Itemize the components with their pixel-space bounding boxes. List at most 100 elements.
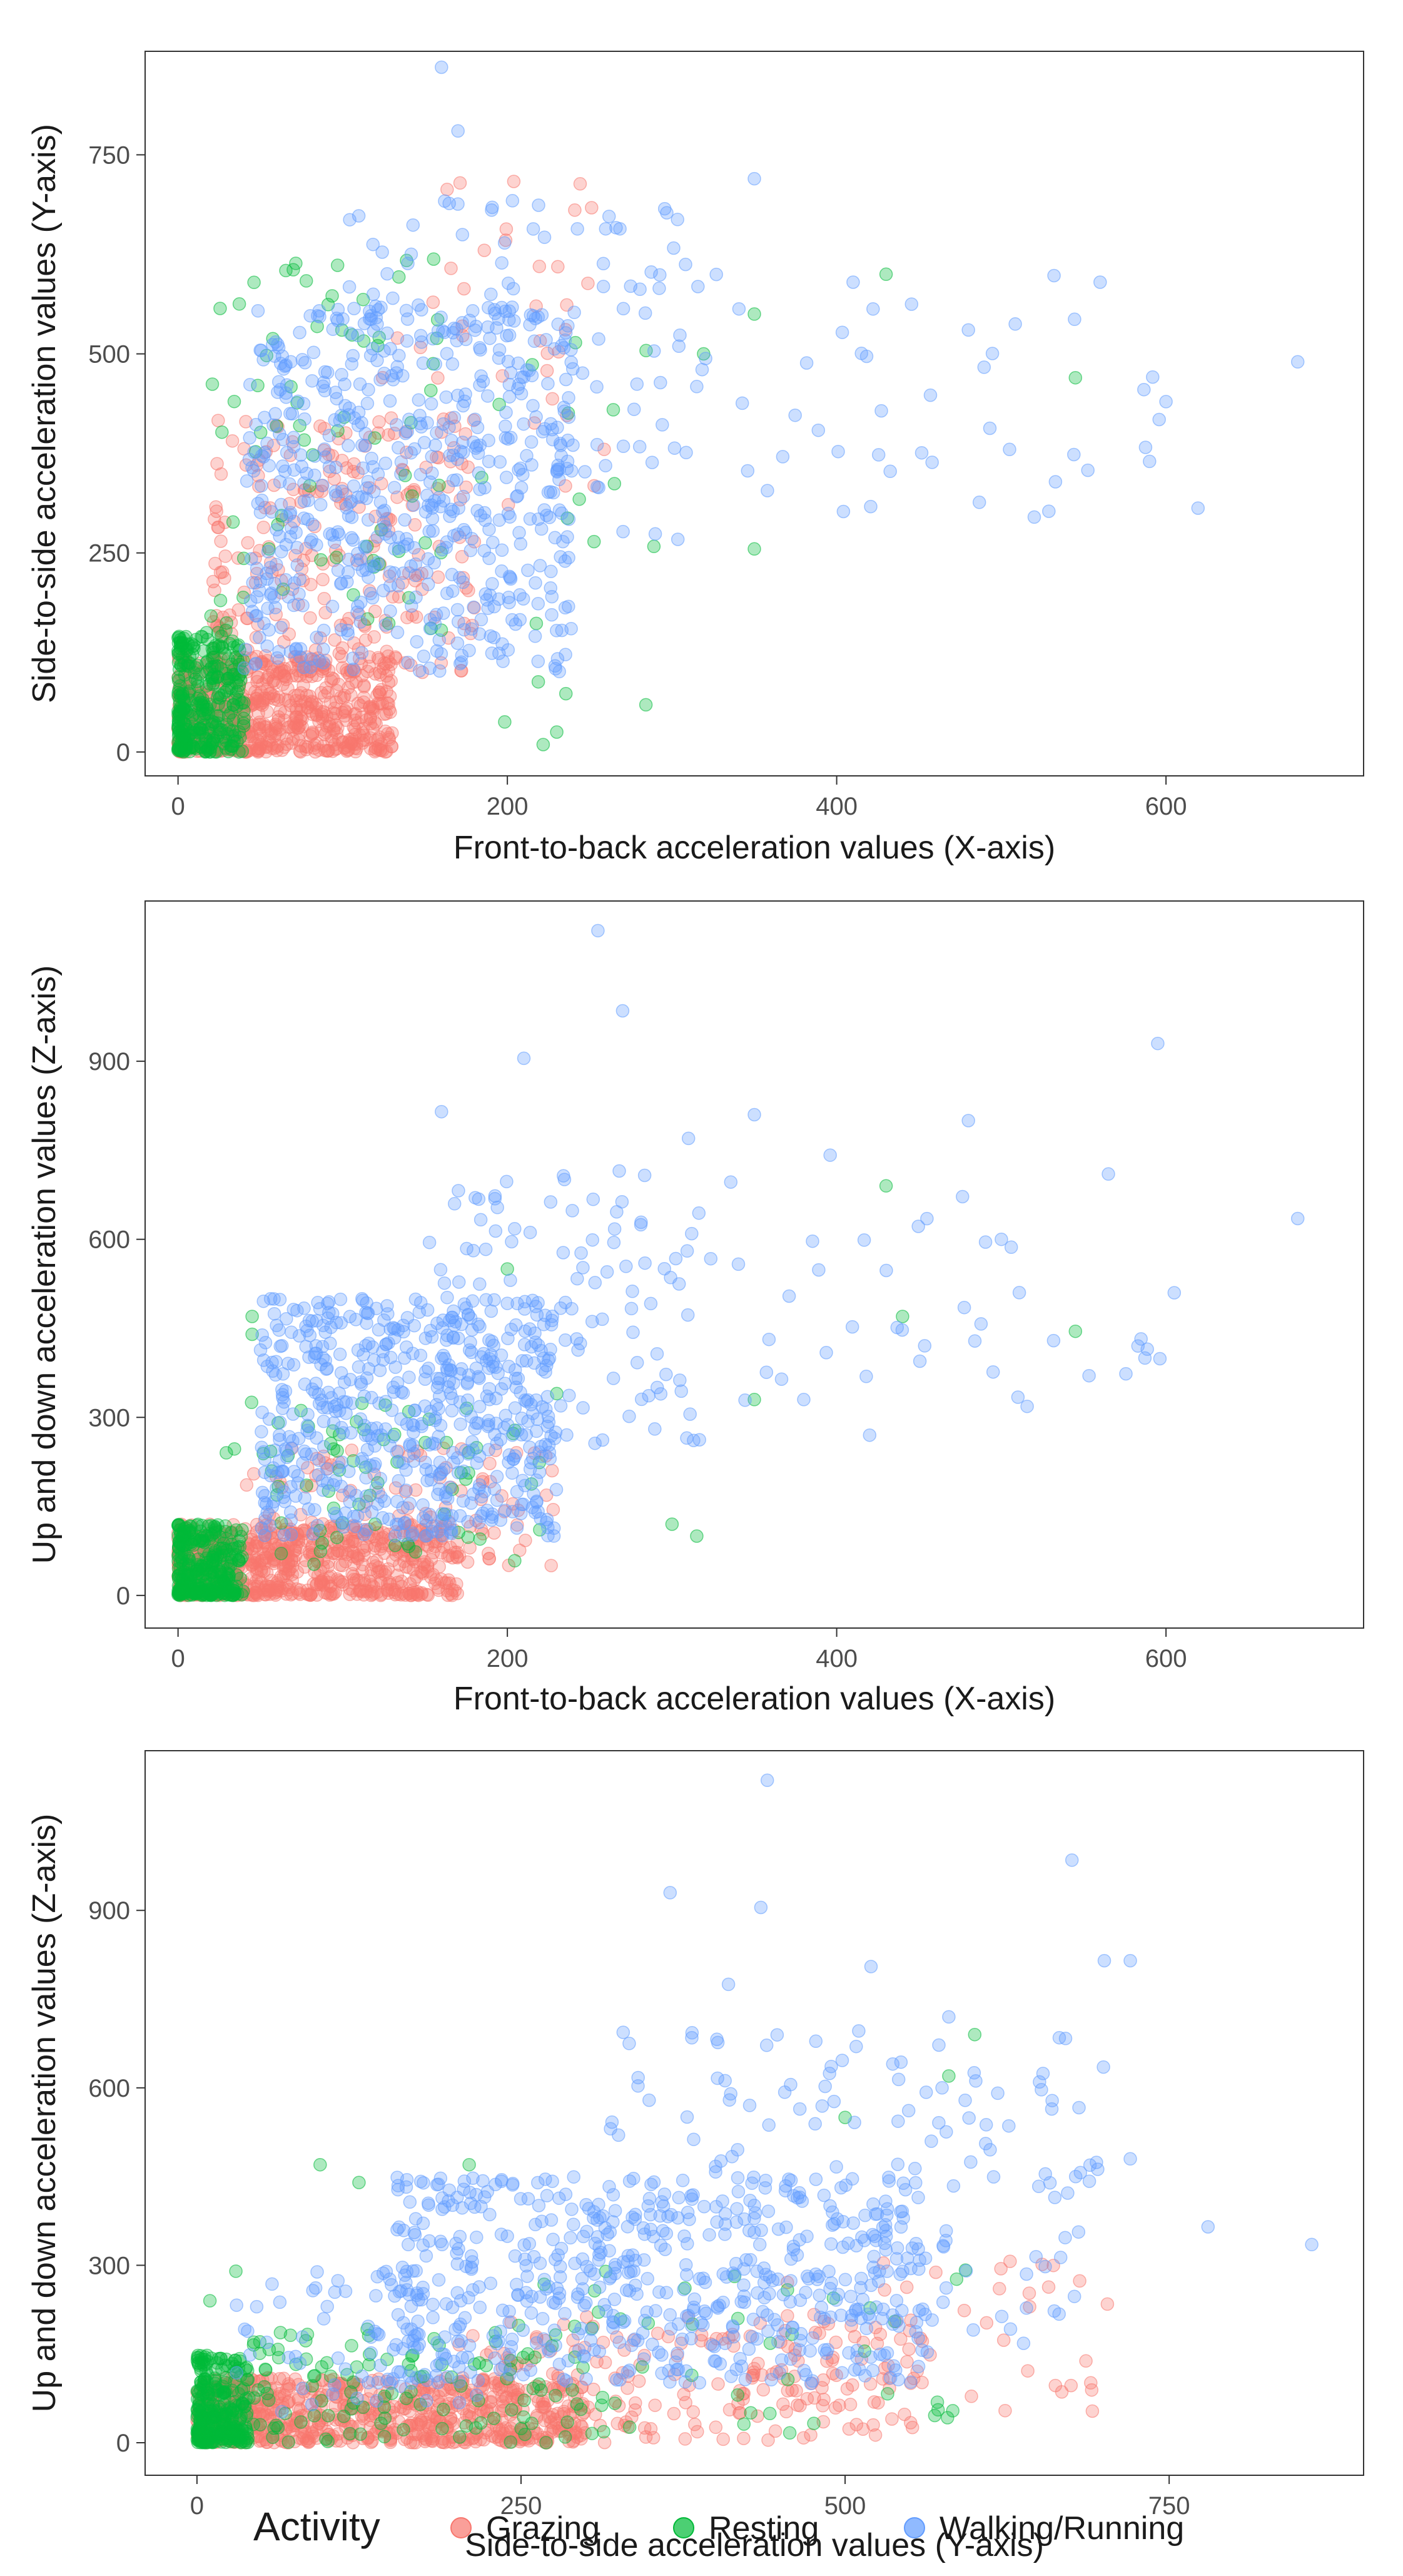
data-point (362, 659, 376, 673)
data-point (819, 1346, 833, 1360)
data-point (293, 325, 306, 340)
data-point (487, 1526, 501, 1540)
data-point (513, 613, 527, 627)
data-point (408, 568, 422, 583)
data-point (428, 438, 442, 452)
data-point (554, 550, 567, 564)
data-point (667, 2406, 681, 2421)
data-point (294, 710, 308, 724)
data-point (394, 467, 408, 481)
data-point (376, 505, 390, 519)
data-point (525, 458, 539, 472)
data-point (356, 721, 370, 736)
data-point (342, 401, 357, 415)
data-point (383, 604, 397, 618)
data-point (466, 1244, 480, 1258)
data-point (1020, 1399, 1034, 1413)
data-point (554, 1399, 568, 1413)
data-point (699, 352, 712, 365)
data-point (659, 1367, 673, 1382)
data-point (626, 1325, 640, 1340)
data-point (317, 1440, 331, 1454)
data-point (859, 1370, 873, 1383)
data-point (273, 475, 287, 489)
data-point (364, 308, 378, 323)
data-point (270, 651, 285, 665)
data-point (538, 422, 552, 436)
data-point (397, 1325, 410, 1339)
data-point (685, 1226, 699, 1241)
data-point (271, 340, 286, 355)
data-point (412, 393, 426, 407)
data-point (731, 1257, 746, 1271)
data-point (505, 1505, 520, 1519)
data-point (267, 1306, 281, 1321)
data-point (716, 2432, 730, 2446)
data-point (648, 527, 662, 541)
data-point (347, 479, 361, 493)
data-point (328, 1474, 343, 1487)
data-point (504, 1273, 517, 1287)
data-point (479, 1242, 493, 1256)
data-point (642, 1388, 656, 1403)
y-tick-label: 0 (116, 739, 130, 766)
data-point (704, 1251, 718, 1266)
data-point (346, 533, 360, 547)
data-point (657, 1261, 671, 1276)
data-point (472, 466, 486, 480)
data-point (418, 536, 432, 550)
data-point (273, 382, 287, 397)
data-point (255, 1425, 268, 1438)
data-point (619, 1260, 633, 1273)
data-point (345, 1396, 359, 1410)
data-point (490, 1470, 504, 1484)
data-point (421, 578, 435, 591)
data-point (392, 1474, 406, 1488)
data-point (421, 552, 435, 566)
data-point (225, 634, 240, 648)
data-point (377, 1313, 391, 1327)
data-point (517, 1051, 531, 1066)
data-point (904, 297, 919, 311)
data-point (417, 649, 431, 663)
data-point (445, 434, 458, 447)
data-point (433, 1467, 448, 1480)
data-point (481, 320, 495, 334)
data-point (359, 1471, 373, 1485)
x-tick-label: 200 (487, 793, 529, 820)
data-point (638, 306, 652, 320)
data-point (342, 552, 356, 566)
data-point (482, 434, 495, 447)
data-point (428, 357, 442, 371)
data-point (974, 1317, 988, 1331)
data-point (487, 303, 502, 317)
data-point (911, 1219, 925, 1233)
data-point (252, 722, 266, 736)
data-point (879, 267, 893, 282)
data-point (871, 448, 886, 462)
data-point (345, 357, 359, 371)
data-point (367, 1580, 381, 1594)
data-point (424, 384, 438, 397)
data-point (435, 1104, 448, 1119)
x-tick-label: 200 (487, 1645, 529, 1672)
data-point (587, 534, 601, 549)
data-point (456, 1494, 470, 1508)
data-point (499, 222, 514, 236)
data-point (325, 1391, 338, 1405)
data-point (644, 1296, 658, 1311)
data-point (300, 1418, 315, 1432)
data-point (554, 1301, 568, 1315)
data-point (288, 688, 301, 703)
data-point (440, 1290, 454, 1305)
data-point (243, 377, 257, 392)
data-point (559, 1333, 572, 1347)
data-point (458, 387, 472, 401)
data-point (1137, 382, 1151, 397)
data-point (226, 698, 240, 711)
data-point (382, 696, 395, 711)
data-point (482, 1392, 497, 1407)
data-point (572, 492, 586, 506)
data-point (296, 397, 311, 410)
data-point (473, 1478, 487, 1492)
